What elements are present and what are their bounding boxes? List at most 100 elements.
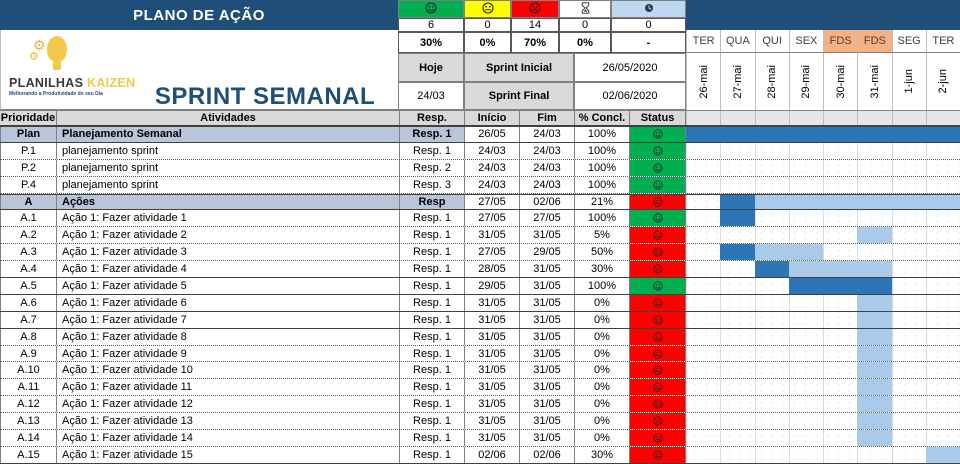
status-cell[interactable] xyxy=(630,176,686,193)
activity-cell[interactable]: Ação 1: Fazer atividade 12 xyxy=(57,396,400,413)
fim-cell[interactable]: 31/05 xyxy=(520,328,575,345)
gantt-bar-dark[interactable] xyxy=(788,278,892,294)
activity-cell[interactable]: Ação 1: Fazer atividade 9 xyxy=(57,345,400,362)
gantt-cell-0[interactable] xyxy=(686,194,720,210)
gantt-cell-0[interactable] xyxy=(686,261,720,278)
gantt-cell-2[interactable] xyxy=(754,227,789,244)
hoje-label-cell[interactable]: Hoje xyxy=(398,53,464,82)
pct-cell[interactable]: 21% xyxy=(575,194,630,210)
status-legend-cell-concluido[interactable] xyxy=(398,0,464,18)
day-name-cell-1[interactable]: QUA xyxy=(720,30,755,53)
inicio-cell[interactable]: 27/05 xyxy=(465,194,520,210)
activity-cell[interactable]: Ação 1: Fazer atividade 14 xyxy=(57,430,400,446)
priority-cell[interactable]: P.1 xyxy=(0,142,57,159)
priority-cell[interactable]: A.11 xyxy=(0,379,57,396)
day-date-cell-1[interactable]: 27-mai xyxy=(720,53,755,110)
fim-cell[interactable]: 31/05 xyxy=(520,294,575,311)
gantt-cell-1[interactable] xyxy=(720,176,754,193)
status-legend-cell-nao-iniciado[interactable] xyxy=(559,0,611,18)
fim-cell[interactable]: 31/05 xyxy=(520,278,575,294)
gantt-cell-6[interactable] xyxy=(891,430,926,446)
gantt-cell-3[interactable] xyxy=(788,227,823,244)
pct-cell[interactable]: 50% xyxy=(575,244,630,261)
pct-cell[interactable]: 100% xyxy=(575,159,630,176)
resp-cell[interactable]: Resp. 1 xyxy=(400,413,465,430)
inicio-cell[interactable]: 31/05 xyxy=(465,362,520,379)
gantt-cell-2[interactable] xyxy=(754,142,789,159)
inicio-cell[interactable]: 27/05 xyxy=(465,244,520,261)
fim-cell[interactable]: 24/03 xyxy=(520,127,575,142)
inicio-cell[interactable]: 31/05 xyxy=(465,345,520,362)
fim-cell[interactable]: 24/03 xyxy=(520,142,575,159)
status-cell[interactable] xyxy=(630,227,686,244)
gantt-cell-6[interactable] xyxy=(891,278,926,294)
priority-cell[interactable]: A.4 xyxy=(0,261,57,278)
resp-cell[interactable]: Resp. 2 xyxy=(400,159,465,176)
gantt-cell-1[interactable] xyxy=(720,413,754,430)
gantt-cell-3[interactable] xyxy=(788,159,823,176)
day-name-cell-5[interactable]: FDS xyxy=(857,30,892,53)
gantt-cell-1[interactable] xyxy=(720,446,754,463)
status-percent-concluido[interactable]: 30% xyxy=(398,32,464,53)
gantt-cell-0[interactable] xyxy=(686,142,720,159)
inicio-cell[interactable]: 31/05 xyxy=(465,396,520,413)
priority-cell[interactable]: A.9 xyxy=(0,345,57,362)
gantt-cell-7[interactable] xyxy=(925,328,960,345)
gantt-cell-0[interactable] xyxy=(686,379,720,396)
gantt-cell-3[interactable] xyxy=(788,294,823,311)
resp-cell[interactable]: Resp. 1 xyxy=(400,210,465,227)
gantt-bar-light[interactable] xyxy=(857,396,892,413)
col-header-3[interactable]: Início xyxy=(465,111,520,125)
gantt-cell-4[interactable] xyxy=(823,227,857,244)
gantt-cell-6[interactable] xyxy=(891,210,926,227)
resp-cell[interactable]: Resp. 1 xyxy=(400,278,465,294)
gantt-cell-0[interactable] xyxy=(686,362,720,379)
inicio-cell[interactable]: 31/05 xyxy=(465,413,520,430)
priority-cell[interactable]: A.2 xyxy=(0,227,57,244)
status-count-pausado[interactable]: 0 xyxy=(611,18,686,32)
gantt-cell-5[interactable] xyxy=(857,142,891,159)
gantt-cell-3[interactable] xyxy=(788,142,823,159)
pct-cell[interactable]: 0% xyxy=(575,430,630,446)
resp-cell[interactable]: Resp. 1 xyxy=(400,244,465,261)
gantt-cell-5[interactable] xyxy=(857,210,891,227)
gantt-cell-2[interactable] xyxy=(754,159,789,176)
inicio-cell[interactable]: 31/05 xyxy=(465,430,520,446)
gantt-cell-0[interactable] xyxy=(686,294,720,311)
gantt-cell-2[interactable] xyxy=(754,210,789,227)
gantt-bar-light[interactable] xyxy=(857,430,892,446)
inicio-cell[interactable]: 31/05 xyxy=(465,379,520,396)
col-header-2[interactable]: Resp. xyxy=(400,111,465,125)
inicio-cell[interactable]: 24/03 xyxy=(465,142,520,159)
gantt-cell-7[interactable] xyxy=(925,210,960,227)
fim-cell[interactable]: 24/03 xyxy=(520,176,575,193)
resp-cell[interactable]: Resp. 1 xyxy=(400,362,465,379)
pct-cell[interactable]: 0% xyxy=(575,362,630,379)
gantt-cell-7[interactable] xyxy=(925,261,960,278)
activity-cell[interactable]: Ação 1: Fazer atividade 8 xyxy=(57,328,400,345)
status-cell[interactable] xyxy=(630,413,686,430)
inicio-cell[interactable]: 31/05 xyxy=(465,227,520,244)
resp-cell[interactable]: Resp. 1 xyxy=(400,127,465,142)
gantt-cell-6[interactable] xyxy=(891,261,926,278)
gantt-cell-7[interactable] xyxy=(925,227,960,244)
gantt-cell-7[interactable] xyxy=(925,362,960,379)
priority-cell[interactable]: A.1 xyxy=(0,210,57,227)
gantt-cell-2[interactable] xyxy=(754,396,789,413)
inicio-cell[interactable]: 29/05 xyxy=(465,278,520,294)
gantt-cell-3[interactable] xyxy=(788,176,823,193)
col-header-5[interactable]: % Concl. xyxy=(575,111,630,125)
status-legend-cell-atrasado[interactable] xyxy=(511,0,559,18)
gantt-cell-1[interactable] xyxy=(720,379,754,396)
activity-cell[interactable]: planejamento sprint xyxy=(57,176,400,193)
resp-cell[interactable]: Resp. 1 xyxy=(400,396,465,413)
gantt-cell-3[interactable] xyxy=(788,210,823,227)
priority-cell[interactable]: Plan xyxy=(0,127,57,142)
gantt-cell-6[interactable] xyxy=(891,345,926,362)
priority-cell[interactable]: A.10 xyxy=(0,362,57,379)
priority-cell[interactable]: P.4 xyxy=(0,176,57,193)
day-date-cell-2[interactable]: 28-mai xyxy=(754,53,789,110)
activity-cell[interactable]: Ação 1: Fazer atividade 3 xyxy=(57,244,400,261)
gantt-cell-0[interactable] xyxy=(686,446,720,463)
gantt-cell-5[interactable] xyxy=(857,446,891,463)
